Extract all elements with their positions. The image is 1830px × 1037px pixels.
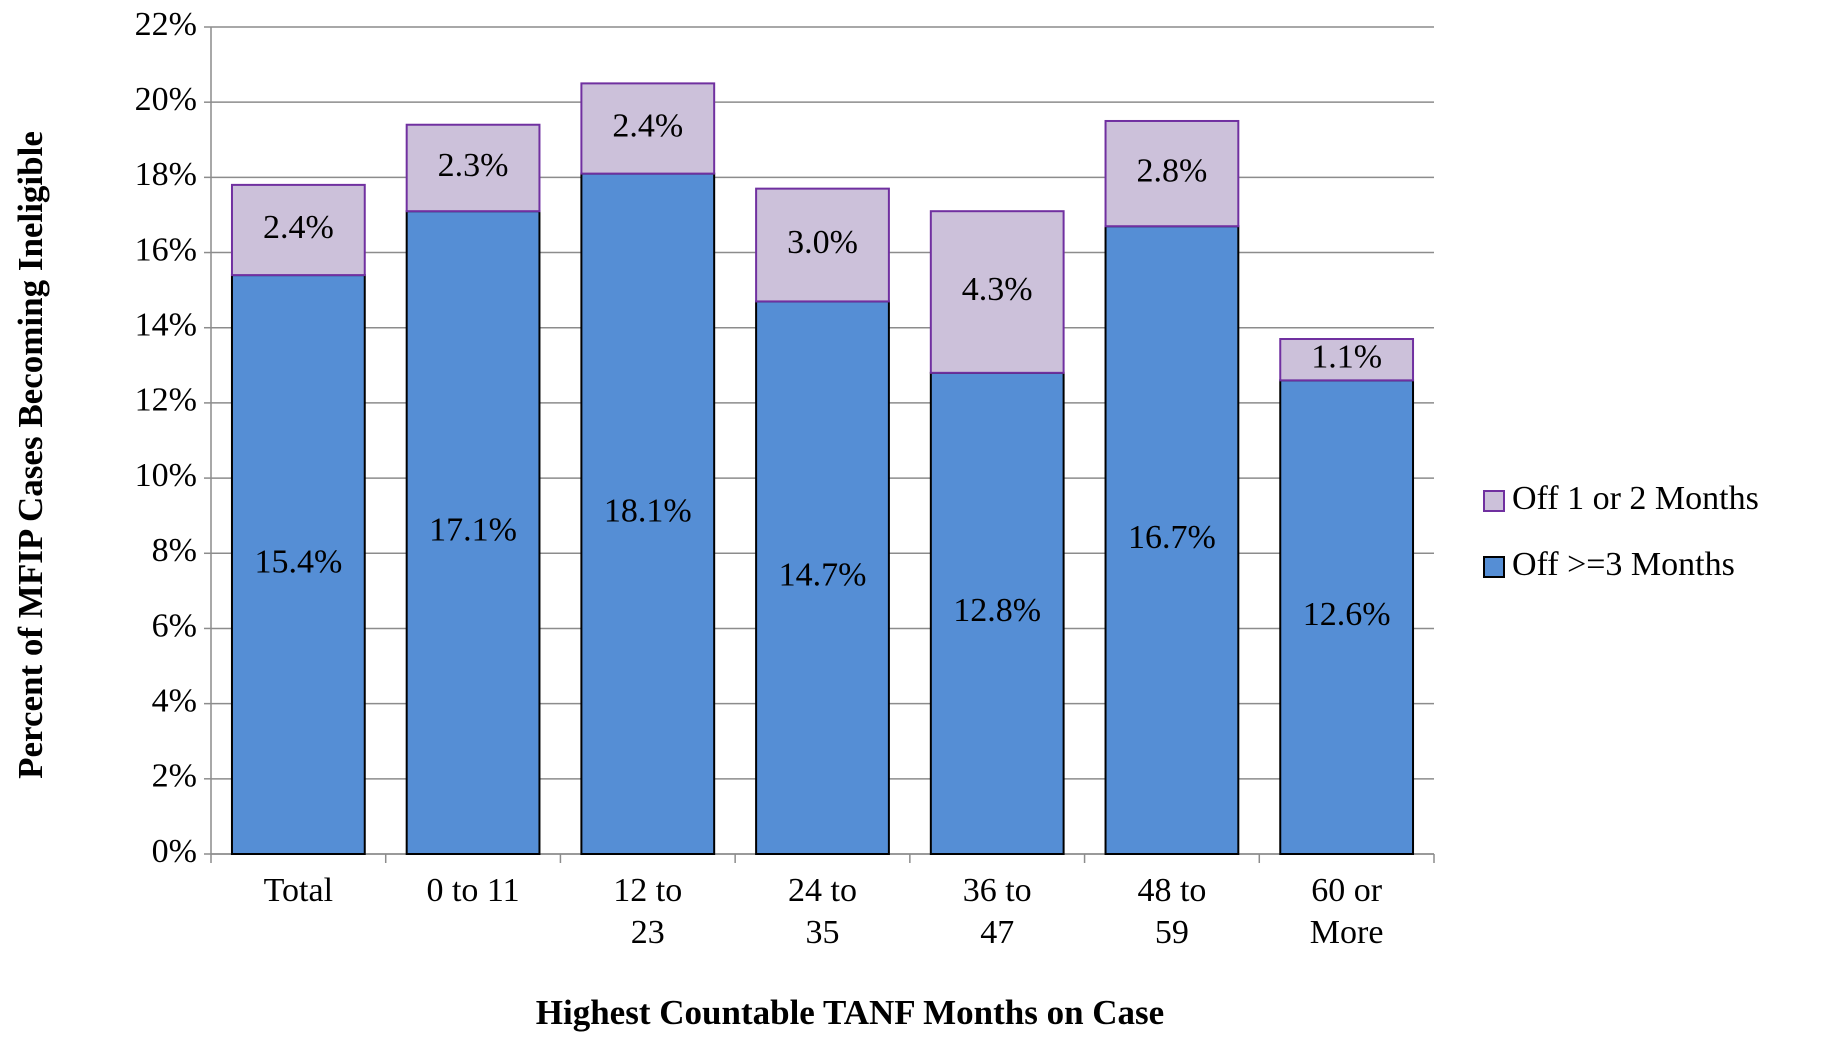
bar-segment — [1104, 119, 1240, 228]
y-tick-label: 10% — [135, 457, 197, 494]
y-tick-label: 4% — [152, 682, 197, 719]
x-axis-title: Highest Countable TANF Months on Case — [536, 993, 1164, 1032]
data-label: 12.8% — [953, 592, 1041, 629]
y-tick-label: 20% — [135, 81, 197, 118]
y-tick-label: 6% — [152, 607, 197, 644]
legend-label: Off 1 or 2 Months — [1512, 480, 1759, 517]
x-tick-label: 36 to 47 — [962, 872, 1032, 951]
bar-segment — [1279, 338, 1415, 382]
bar-segment — [230, 183, 366, 277]
data-label: 4.3% — [962, 271, 1033, 308]
y-tick-label: 14% — [135, 307, 197, 344]
y-axis-title: Percent of MFIP Cases Becoming Ineligibl… — [11, 131, 50, 779]
legend-swatch — [1483, 556, 1505, 578]
bar-segment — [929, 371, 1065, 855]
bar-segment — [405, 210, 541, 856]
bar-segment — [1279, 379, 1415, 855]
y-tick-label: 12% — [135, 382, 197, 419]
x-tick-label-box: 60 or More — [1309, 872, 1384, 951]
y-tick-label: 0% — [152, 833, 197, 870]
data-label: 14.7% — [779, 557, 867, 594]
x-tick-label: 24 to 35 — [788, 872, 857, 951]
legend-label: Off >=3 Months — [1512, 546, 1735, 583]
data-label: 17.1% — [429, 511, 517, 548]
x-tick-label-box: 24 to 35 — [788, 872, 857, 951]
data-label: 3.0% — [787, 224, 858, 261]
y-tick-label: 16% — [135, 231, 197, 268]
y-tick-label: 18% — [135, 156, 197, 193]
x-tick-label: 0 to 11 — [426, 872, 520, 909]
data-label: 16.7% — [1128, 519, 1216, 556]
y-tick-label: 2% — [152, 758, 197, 795]
legend-swatch — [1483, 490, 1505, 512]
data-label: 2.4% — [263, 209, 334, 246]
data-label: 1.1% — [1311, 338, 1382, 375]
data-label: 15.4% — [254, 543, 342, 580]
bar-segment — [580, 82, 716, 175]
x-tick-label-box: 0 to 11 — [426, 872, 520, 909]
y-tick-label: 8% — [152, 532, 197, 569]
x-tick-label-box: 12 to 23 — [613, 872, 683, 951]
bar-segment — [755, 300, 890, 855]
bar-segment — [929, 210, 1065, 374]
x-tick-label-box: 48 to 59 — [1137, 872, 1207, 951]
bar-segment — [755, 187, 890, 303]
x-tick-label-box: Total — [263, 872, 334, 909]
data-label: 2.8% — [1137, 152, 1208, 189]
data-label: 2.4% — [612, 107, 683, 144]
x-tick-label: Total — [263, 872, 334, 909]
bar-segment — [405, 123, 541, 213]
data-label: 12.6% — [1303, 596, 1391, 633]
data-label: 18.1% — [604, 493, 692, 530]
data-label: 2.3% — [438, 147, 509, 184]
x-tick-label: 12 to 23 — [613, 872, 683, 951]
x-tick-label: 48 to 59 — [1137, 872, 1207, 951]
bar-segment — [1104, 225, 1240, 855]
bar-segment — [580, 172, 716, 855]
y-tick-label: 22% — [135, 6, 197, 43]
x-tick-label-box: 36 to 47 — [962, 872, 1032, 951]
x-tick-label: 60 or More — [1309, 872, 1384, 951]
